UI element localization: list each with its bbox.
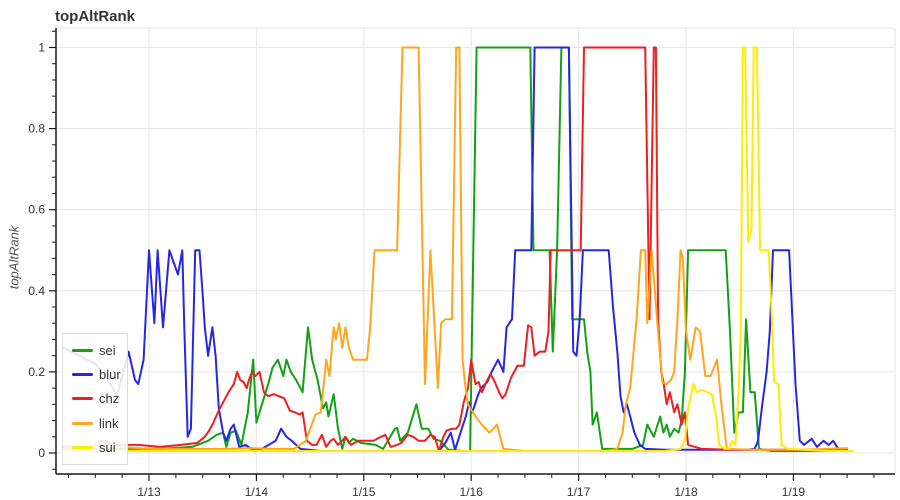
legend-swatch-chz: [72, 397, 93, 401]
legend-label: chz: [99, 391, 120, 407]
legend-item-sei[interactable]: sei: [63, 343, 127, 358]
x-tick-label: 1/17: [567, 485, 591, 499]
legend-label: link: [99, 415, 119, 431]
x-tick-label: 1/19: [782, 485, 806, 499]
x-tick-label: 1/13: [137, 485, 161, 499]
x-tick-label: 1/15: [352, 485, 376, 499]
y-tick-label: 1: [38, 41, 45, 55]
gridlines: [56, 27, 896, 474]
y-tick-label: 0.4: [28, 284, 45, 298]
axes: [55, 28, 895, 475]
axis-ticks: [49, 30, 875, 481]
legend-item-blur[interactable]: blur: [63, 367, 127, 382]
x-tick-label: 1/14: [245, 485, 269, 499]
series-line-sui: [62, 46, 854, 452]
legend-item-link[interactable]: link: [63, 416, 127, 431]
x-tick-labels: 1/13 1/14 1/15 1/16 1/17 1/18 1/19: [137, 485, 805, 499]
y-tick-label: 0.2: [28, 365, 45, 379]
chart-title: topAltRank: [55, 8, 135, 25]
y-tick-label: 0.8: [28, 122, 45, 136]
legend-item-chz[interactable]: chz: [63, 391, 127, 406]
legend-swatch-link: [72, 421, 93, 425]
series-line-link: [62, 46, 849, 452]
series-line-chz: [62, 46, 849, 452]
legend-label: blur: [99, 367, 121, 383]
legend: sei blur chz link sui: [62, 333, 128, 465]
legend-swatch-sei: [72, 348, 93, 352]
legend-label: sei: [99, 342, 116, 358]
y-tick-label: 0.6: [28, 203, 45, 217]
legend-item-sui[interactable]: sui: [63, 440, 127, 455]
x-tick-label: 1/18: [674, 485, 698, 499]
legend-swatch-sui: [72, 446, 93, 450]
series-lines: [62, 46, 854, 452]
y-tick-label: 0: [38, 446, 45, 460]
legend-swatch-blur: [72, 373, 93, 377]
y-tick-labels: 0 0.2 0.4 0.6 0.8 1: [28, 41, 45, 461]
x-tick-label: 1/16: [460, 485, 484, 499]
legend-label: sui: [99, 440, 116, 456]
